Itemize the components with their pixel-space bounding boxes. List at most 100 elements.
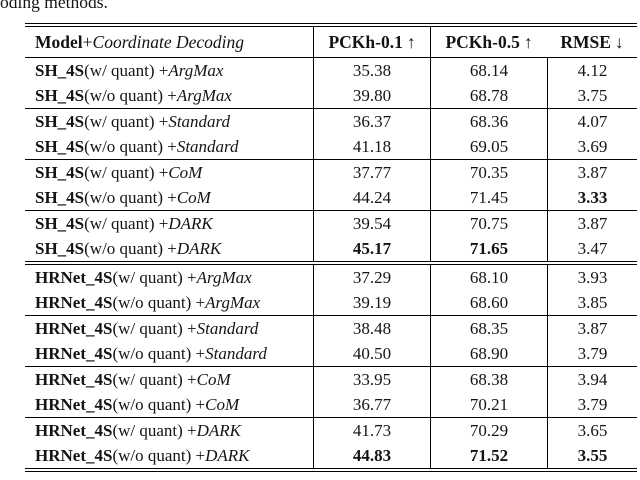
pckh05-value: 71.65 [430,236,547,261]
model-name: HRNet_4S [35,445,113,465]
table-row: SH_4S (w/o quant) + DARK 45.17 71.65 3.4… [25,236,637,261]
pckh05-value: 70.29 [430,418,547,443]
model-cell: HRNet_4S (w/o quant) + DARK [25,443,313,468]
model-cell: SH_4S (w/o quant) + DARK [25,236,313,261]
rmse-value: 3.79 [547,341,637,366]
rmse-value: 3.94 [547,367,637,392]
model-name: SH_4S [35,238,85,258]
group-hrnet-argmax: HRNet_4S (w/ quant) + ArgMax 37.29 68.10… [25,265,637,315]
model-name: HRNet_4S [35,292,113,312]
model-name: SH_4S [35,111,85,131]
model-variant: (w/o quant) + [84,136,177,156]
header-pckh05-column: PCKh-0.5 ↑ [430,27,547,57]
pckh05-value: 68.38 [430,367,547,392]
rmse-value: 4.12 [547,58,637,83]
model-cell: SH_4S (w/o quant) + ArgMax [25,83,313,108]
model-variant: (w/o quant) + [84,187,177,207]
model-cell: SH_4S (w/o quant) + CoM [25,185,313,210]
pckh01-value: 36.37 [313,109,430,134]
results-table: Model + Coordinate Decoding PCKh-0.1 ↑ PC… [25,23,637,472]
pckh01-value: 41.18 [313,134,430,159]
group-sh-argmax: SH_4S (w/ quant) + ArgMax 35.38 68.14 4.… [25,58,637,108]
model-name: SH_4S [35,136,85,156]
pckh01-value: 39.19 [313,290,430,315]
pckh05-value: 68.90 [430,341,547,366]
header-coordinate-decoding-label: Coordinate Decoding [92,31,244,52]
model-variant: (w/o quant) + [84,85,177,105]
pckh01-value: 33.95 [313,367,430,392]
table-row: SH_4S (w/o quant) + CoM 44.24 71.45 3.33 [25,185,637,210]
group-rule [25,210,637,211]
model-name: HRNet_4S [35,420,113,440]
model-variant: (w/ quant) + [84,213,169,233]
model-name: SH_4S [35,187,85,207]
rmse-value: 3.85 [547,290,637,315]
model-name: SH_4S [35,60,85,80]
pckh05-value: 70.35 [430,160,547,185]
decoding-method: Standard [205,343,267,363]
rmse-value: 3.69 [547,134,637,159]
header-plus: + [82,31,93,52]
model-variant: (w/ quant) + [112,369,197,389]
pckh01-value: 39.80 [313,83,430,108]
decoding-method: ArgMax [196,267,252,287]
decoding-method: DARK [168,213,213,233]
decoding-method: DARK [196,420,242,440]
pckh05-value: 68.14 [430,58,547,83]
model-cell: HRNet_4S (w/ quant) + DARK [25,418,313,443]
group-sh-dark: SH_4S (w/ quant) + DARK 39.54 70.75 3.87… [25,211,637,261]
header-rmse-label: RMSE [560,31,611,52]
model-variant: (w/ quant) + [84,162,169,182]
group-rule [25,366,637,367]
pckh01-value: 35.38 [313,58,430,83]
model-variant: (w/ quant) + [112,318,197,338]
pckh05-value: 69.05 [430,134,547,159]
pckh05-value: 68.78 [430,83,547,108]
pckh01-value: 36.77 [313,392,430,417]
model-variant: (w/o quant) + [112,445,206,465]
table-row: SH_4S (w/ quant) + ArgMax 35.38 68.14 4.… [25,58,637,83]
pckh01-value: 40.50 [313,341,430,366]
table-row: HRNet_4S (w/ quant) + ArgMax 37.29 68.10… [25,265,637,290]
model-variant: (w/ quant) + [112,420,197,440]
pckh05-value: 71.45 [430,185,547,210]
rmse-value: 3.65 [547,418,637,443]
model-variant: (w/ quant) + [112,267,197,287]
group-sh-standard: SH_4S (w/ quant) + Standard 36.37 68.36 … [25,109,637,159]
decoding-method: DARK [176,238,222,258]
table-row: SH_4S (w/o quant) + ArgMax 39.80 68.78 3… [25,83,637,108]
table-row: HRNet_4S (w/ quant) + DARK 41.73 70.29 3… [25,418,637,443]
table-row: HRNet_4S (w/ quant) + CoM 33.95 68.38 3.… [25,367,637,392]
model-variant: (w/o quant) + [84,238,177,258]
model-variant: (w/o quant) + [112,394,206,414]
header-model-label: Model [35,31,83,52]
decoding-method: ArgMax [205,292,261,312]
top-double-rule [25,23,637,27]
group-hrnet-com: HRNet_4S (w/ quant) + CoM 33.95 68.38 3.… [25,367,637,417]
decoding-method: CoM [176,187,211,207]
rmse-value: 3.93 [547,265,637,290]
header-rule [25,57,637,58]
model-cell: HRNet_4S (w/o quant) + Standard [25,341,313,366]
model-name: SH_4S [35,213,85,233]
pckh05-value: 68.35 [430,316,547,341]
model-cell: SH_4S (w/ quant) + Standard [25,109,313,134]
model-variant: (w/ quant) + [84,60,169,80]
decoding-method: Standard [196,318,259,338]
bottom-double-rule [25,468,637,472]
table-row: HRNet_4S (w/o quant) + DARK 44.83 71.52 … [25,443,637,468]
group-rule [25,315,637,316]
table-row: SH_4S (w/o quant) + Standard 41.18 69.05… [25,134,637,159]
pckh01-value: 44.24 [313,185,430,210]
pckh01-value: 45.17 [313,236,430,261]
rmse-value: 3.55 [547,443,637,468]
group-rule [25,159,637,160]
model-name: HRNet_4S [35,318,113,338]
model-cell: HRNet_4S (w/o quant) + CoM [25,392,313,417]
model-variant: (w/o quant) + [112,343,206,363]
table-row: HRNet_4S (w/o quant) + Standard 40.50 68… [25,341,637,366]
model-variant: (w/o quant) + [112,292,206,312]
model-cell: HRNet_4S (w/ quant) + ArgMax [25,265,313,290]
group-rule [25,108,637,109]
rmse-value: 3.87 [547,316,637,341]
